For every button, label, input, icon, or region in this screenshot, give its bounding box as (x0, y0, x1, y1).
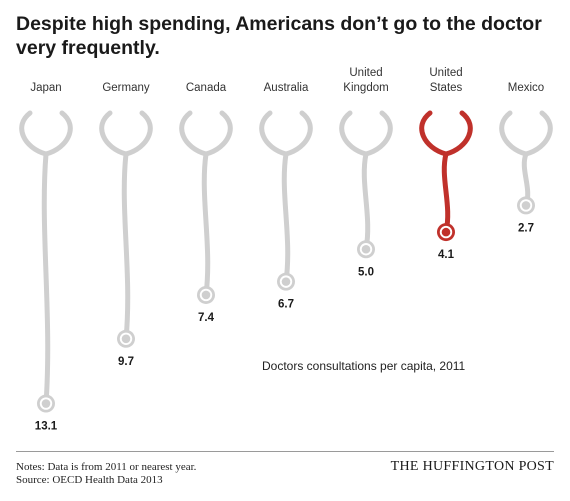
notes-text: Notes: Data is from 2011 or nearest year… (16, 461, 197, 473)
country-label-japan: Japan (30, 82, 61, 94)
value-label-germany: 9.7 (118, 356, 134, 368)
country-label-united-states: United (429, 67, 462, 79)
chestpiece-center-germany (121, 334, 131, 344)
footer-notes: Notes: Data is from 2011 or nearest year… (16, 461, 196, 487)
source-text: Source: OECD Health Data 2013 (16, 474, 163, 486)
stethoscope-united-kingdom (339, 110, 393, 259)
country-label-united-states: States (430, 82, 463, 94)
brand-logo: THE HUFFINGTON POST (390, 459, 554, 474)
footer-divider (16, 451, 554, 452)
value-label-japan: 13.1 (35, 421, 58, 433)
stethoscope-tube-canada (201, 151, 211, 298)
chestpiece-center-united-kingdom (361, 244, 371, 254)
stethoscope-united-states (419, 110, 473, 242)
stethoscope-tube-united-kingdom (361, 151, 371, 252)
stethoscope-head-japan (19, 110, 73, 157)
country-labels: Japan Germany Canada Australia United Kingdom… (30, 67, 544, 94)
chart-title: Despite high spending, Americans don’t g… (16, 13, 542, 59)
stethoscope-marks (19, 110, 553, 413)
chestpiece-center-mexico (521, 201, 531, 210)
value-label-united-states: 4.1 (438, 249, 455, 261)
chestpiece-center-united-states (441, 227, 451, 237)
stethoscope-head-australia (259, 110, 313, 157)
country-label-canada: Canada (186, 82, 227, 94)
chestpiece-center-canada (201, 290, 211, 300)
country-label-mexico: Mexico (508, 82, 544, 94)
stethoscope-head-united-kingdom (339, 110, 393, 157)
stethoscope-tube-australia (281, 151, 291, 285)
stethoscope-canada (179, 110, 233, 304)
axis-caption: Doctors consultations per capita, 2011 (262, 359, 466, 373)
country-label-australia: Australia (264, 82, 309, 94)
stethoscope-head-united-states (419, 110, 473, 157)
value-label-united-kingdom: 5.0 (358, 266, 374, 278)
value-label-canada: 7.4 (198, 312, 215, 324)
country-label-germany: Germany (102, 82, 150, 94)
value-label-mexico: 2.7 (518, 222, 534, 234)
stethoscope-australia (259, 110, 313, 291)
stethoscope-tube-japan (41, 151, 51, 407)
stethoscope-tube-germany (121, 151, 131, 342)
stethoscope-tube-united-states (441, 151, 451, 235)
value-labels: 13.1 9.7 7.4 6.7 5.0 4.1 2.7 (35, 222, 534, 432)
stethoscope-head-germany (99, 110, 153, 157)
stethoscope-mexico (499, 110, 553, 215)
value-label-australia: 6.7 (278, 299, 294, 311)
country-label-united-kingdom: Kingdom (343, 82, 388, 94)
stethoscope-japan (19, 110, 73, 413)
stethoscope-head-mexico (499, 110, 553, 157)
stethoscope-head-canada (179, 110, 233, 157)
chestpiece-center-japan (41, 399, 51, 408)
country-label-united-kingdom: United (349, 67, 382, 79)
stethoscope-germany (99, 110, 153, 348)
chestpiece-center-australia (281, 277, 291, 286)
